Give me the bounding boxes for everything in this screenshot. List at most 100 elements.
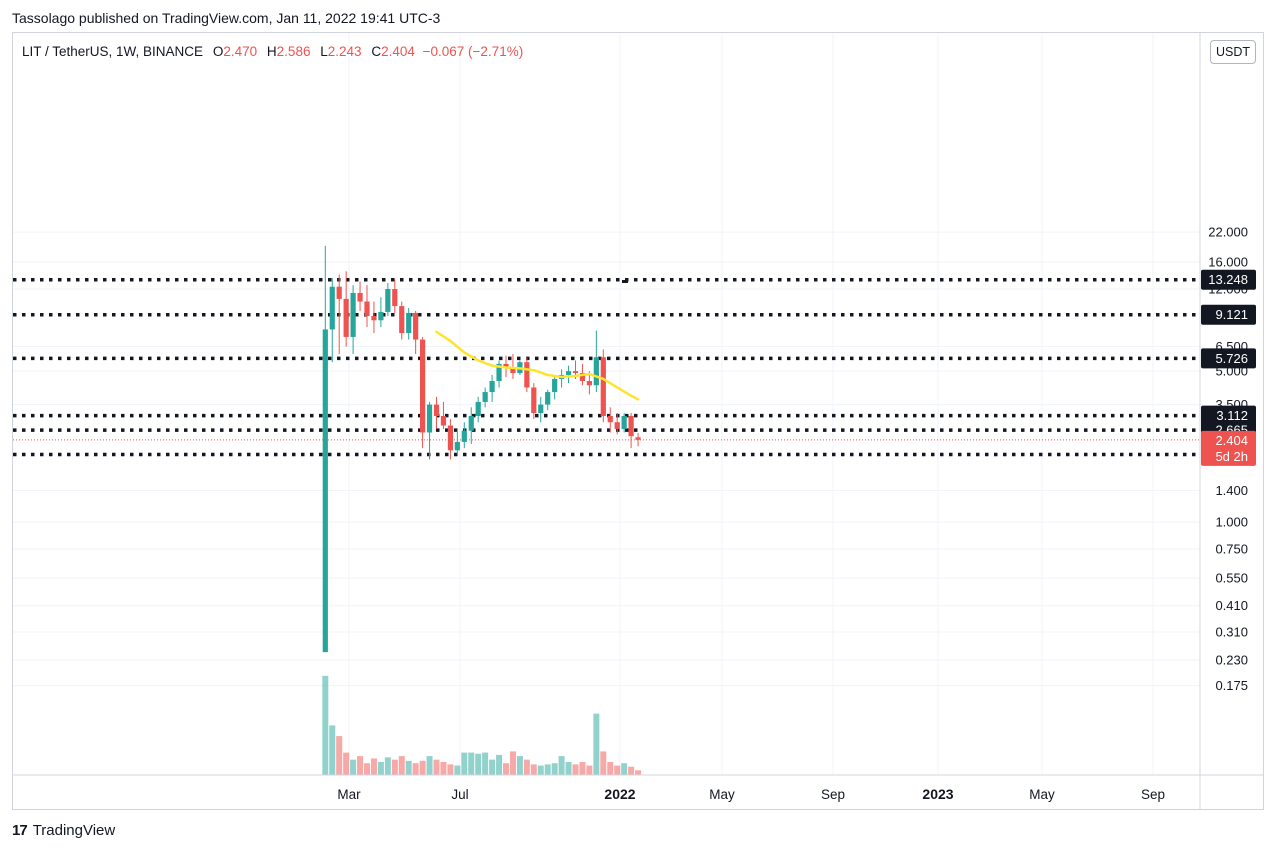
candle-body [475,401,481,416]
x-tick-label: 2023 [922,786,953,802]
volume-bar [461,752,468,775]
volume-bar [377,762,384,775]
candle-body [371,316,377,321]
volume-bar [398,756,405,775]
volume-bar [572,764,579,775]
x-tick-label: Mar [337,787,361,802]
volume-bar [614,765,621,775]
candle-body [364,301,370,317]
y-tick-label: 1.400 [1215,483,1248,498]
level-label: 9.121 [1215,307,1248,322]
candle-body [329,286,335,330]
candle-body [378,311,384,321]
candle-body [468,415,474,431]
candle-body [392,289,398,307]
candle [614,412,620,435]
open-value: 2.470 [223,44,258,59]
y-tick-label: 0.230 [1215,652,1248,667]
volume-bar [426,756,433,775]
candle-body [461,430,467,442]
candle [475,396,481,423]
tradingview-logo-icon: 17 [12,822,28,839]
candle [371,301,377,334]
candle-body [600,357,606,416]
candle [593,330,599,393]
candle-body [489,381,495,393]
countdown-label: 5d 2h [1215,449,1248,464]
candle-body [322,329,328,653]
candle [538,396,544,423]
low-label: L [320,44,328,59]
volume-bar [343,752,350,775]
volume-bar [503,763,509,775]
candle [461,422,467,449]
horizontal-levels [13,277,1199,457]
candle-body [440,415,447,426]
candle [357,281,363,311]
candle-body [552,378,558,393]
candle [565,365,572,384]
level-label-box [1201,348,1256,369]
candle-body [614,422,620,429]
candle-body [531,387,537,413]
volume-bar [544,764,551,775]
time-axis: Mar Jul 2022 May Sep 2023 May Sep [13,774,1264,802]
change-value: −0.067 (−2.71%) [422,44,524,59]
candle-body [413,312,419,340]
candle-body [482,392,488,402]
volume-bar [586,765,593,775]
candle [420,336,426,449]
ma-line [435,330,640,401]
candle [350,285,356,355]
level-label: 13.248 [1208,272,1248,287]
candle-body [496,363,502,382]
candle-body [503,363,509,368]
volume-bar [357,756,364,775]
y-tick-label: 0.175 [1215,678,1248,693]
y-tick-label: 22.000 [1208,225,1248,240]
currency-button[interactable]: USDT [1210,40,1256,64]
candle [552,374,558,400]
candle-body [385,289,391,312]
candle-body [420,339,426,433]
candle [322,245,328,653]
volume-bar [607,762,614,775]
candle-body [357,293,363,302]
volume-bar [482,752,489,775]
grid-lines [13,33,1199,775]
level-label-box [1201,304,1256,325]
candle-body [343,298,349,337]
volume-bar [384,757,391,775]
candle-body [635,437,641,440]
candle [343,271,349,347]
volume-bar [329,725,336,775]
moving-average [435,330,640,401]
volume-bar [628,766,635,775]
candle [399,301,405,340]
symbol-legend: LIT / TetherUS, 1W, BINANCE O2.470 H2.58… [22,44,523,59]
volume-bar [433,759,440,775]
volume-bar [496,754,503,775]
x-tick-label: Sep [821,787,845,802]
candle [510,354,516,379]
volume-bar [322,675,329,775]
volume-bar [558,756,565,775]
candle-body [524,362,530,388]
candle [447,419,453,460]
y-tick-label: 1.000 [1215,515,1248,530]
low-value: 2.243 [327,44,362,59]
candle-body [579,373,586,382]
brand[interactable]: 17 TradingView [12,822,115,839]
publisher-line: Tassolago published on TradingView.com, … [12,10,441,26]
candle-body [586,381,592,386]
candle [406,308,412,340]
level-label: 5.726 [1215,351,1248,366]
candle-body [607,415,613,423]
open-label: O [212,44,224,59]
candle-body [593,357,599,386]
volume-bar [412,763,419,775]
candles [322,245,641,653]
price-axis: 22.00016.00012.0006.5005.0003.5001.4001.… [1199,33,1256,810]
volume-bar [579,762,586,775]
